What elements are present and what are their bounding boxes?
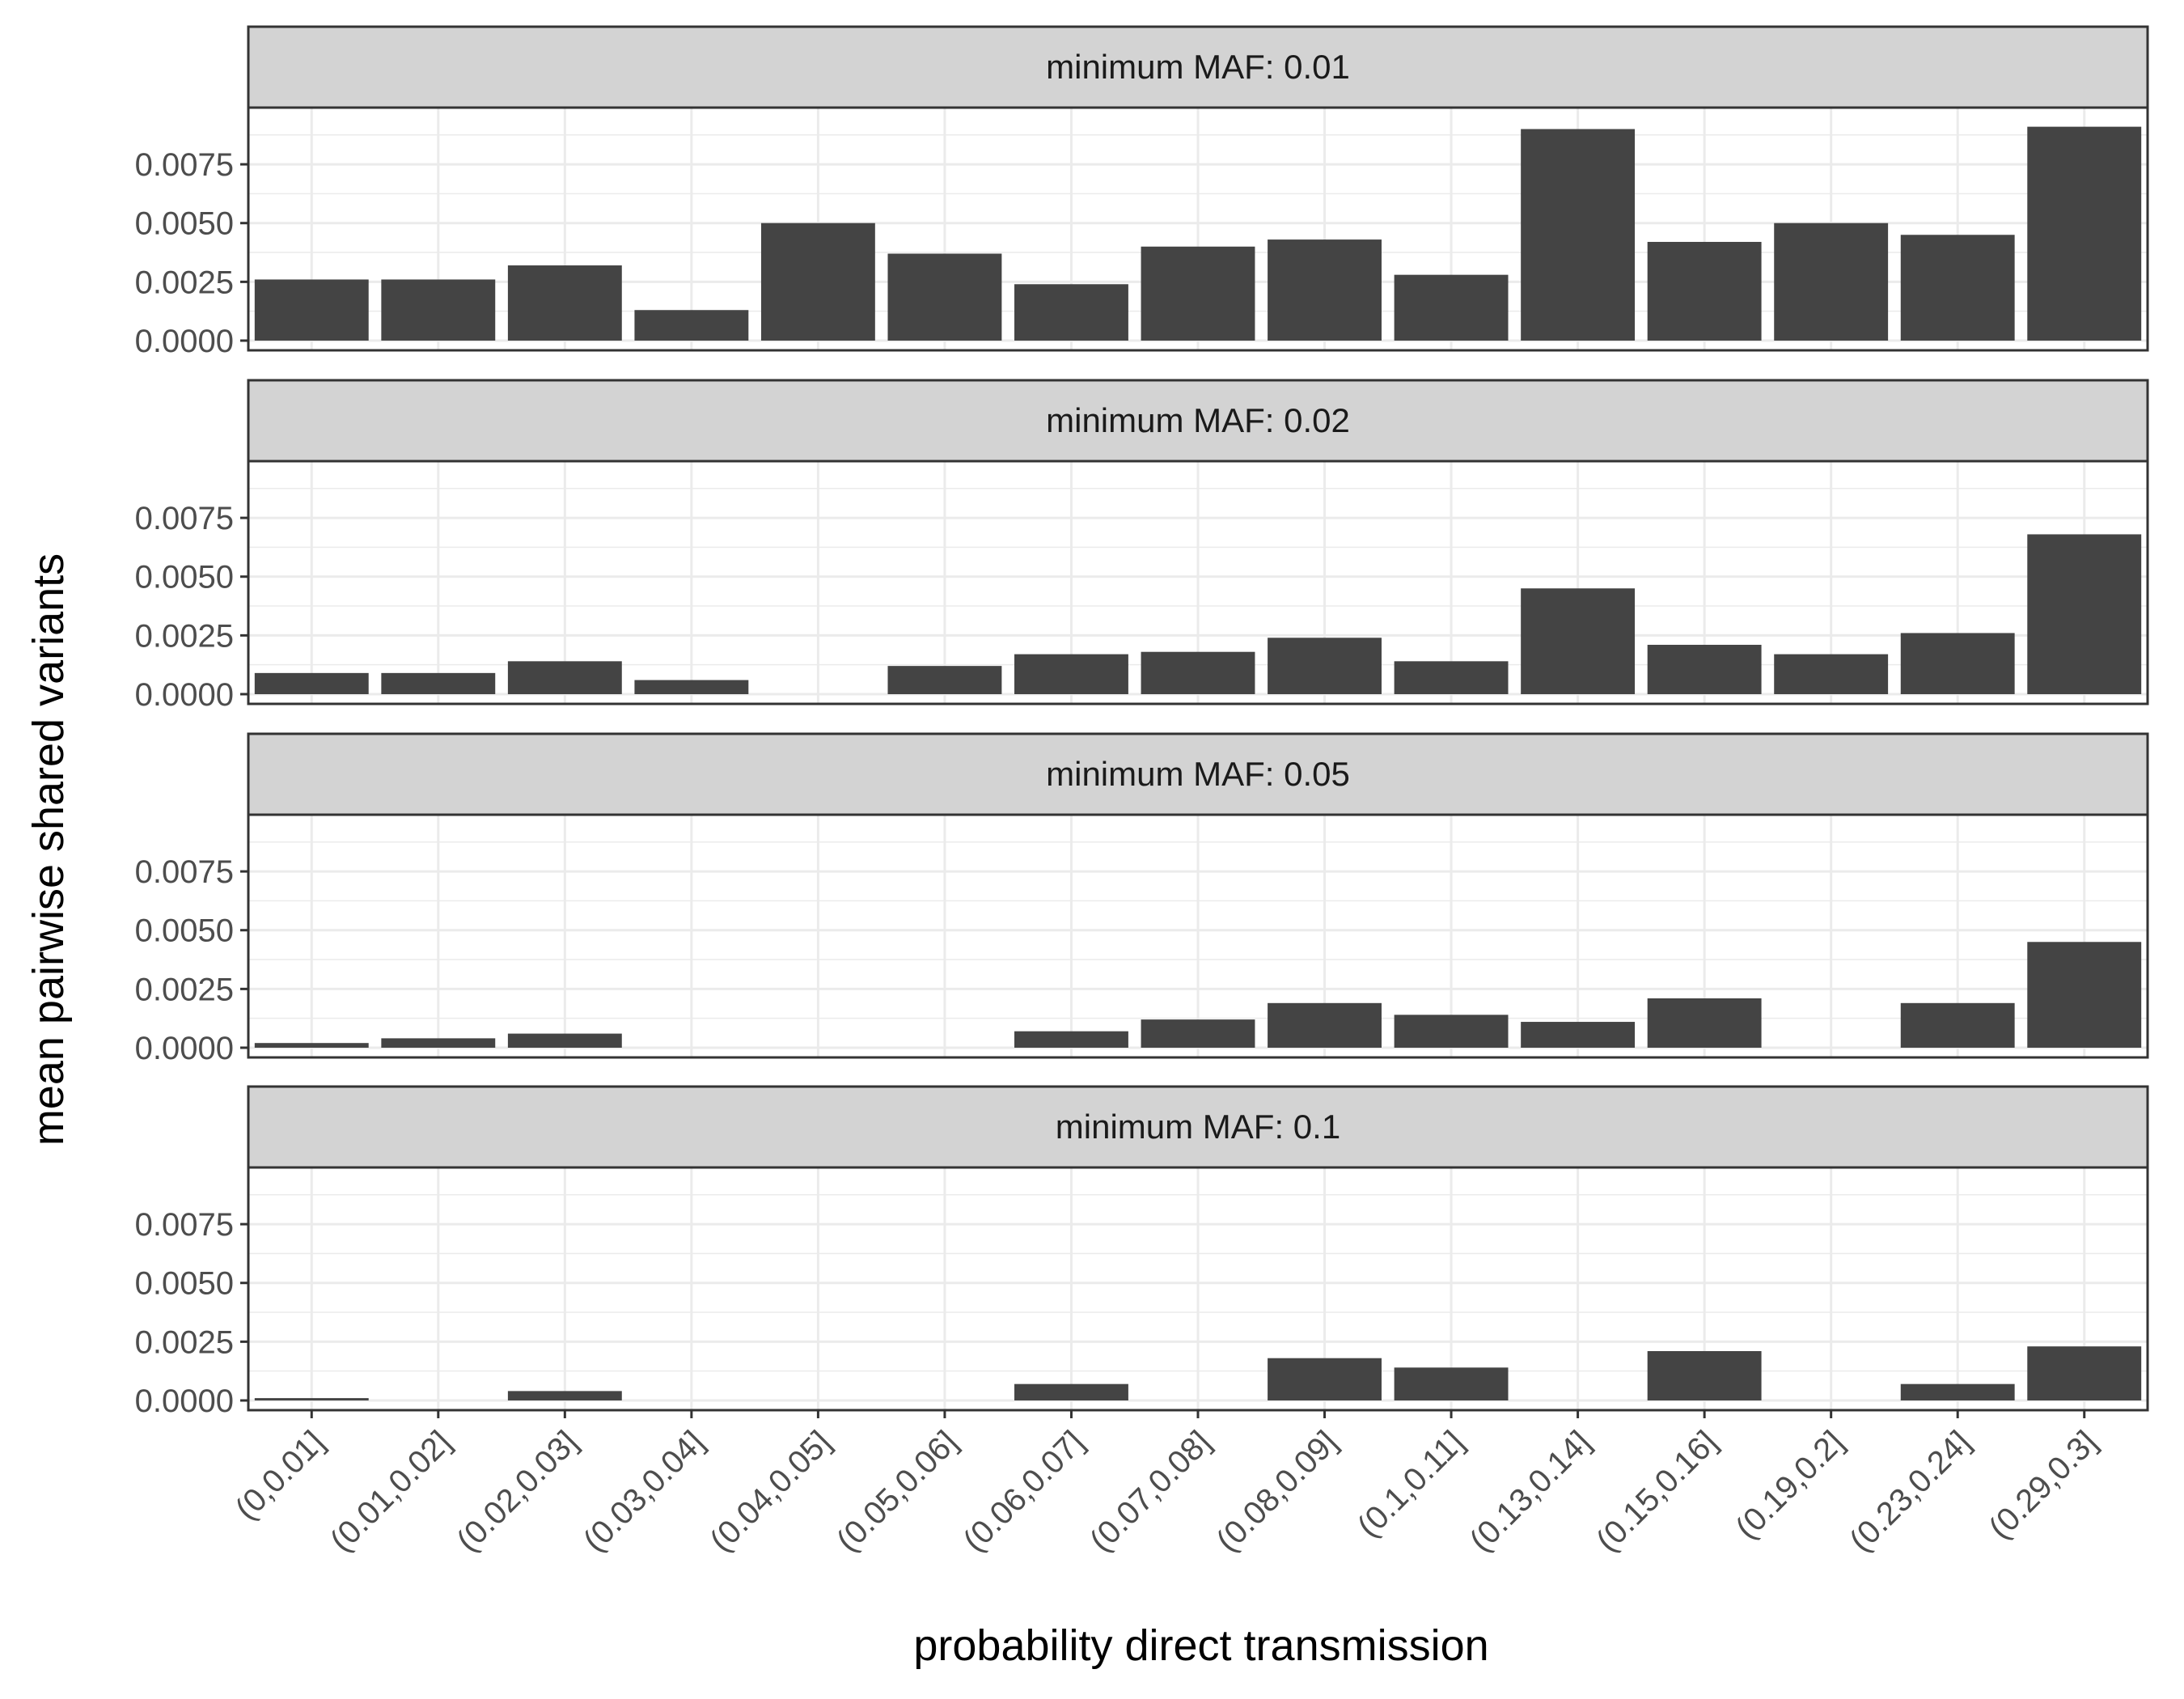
y-tick-label: 0.0050 xyxy=(135,560,234,595)
bar xyxy=(254,672,369,694)
bar xyxy=(1014,1031,1128,1048)
bar xyxy=(507,265,622,341)
bar xyxy=(1521,129,1636,341)
bar xyxy=(254,1398,369,1400)
bar xyxy=(1900,1383,2015,1400)
facet-panel: minimum MAF: 0.1 0.0000 0.0025 0.0050 0.0075 xyxy=(135,1085,2149,1419)
panel-border xyxy=(247,813,2149,1059)
facet-panel: minimum MAF: 0.01 0.0000 0.0025 0.0050 0.007… xyxy=(135,25,2149,359)
y-tick-label: 0.0050 xyxy=(135,1266,234,1302)
y-tick-label: 0.0050 xyxy=(135,206,234,242)
facet-strip xyxy=(247,732,2149,816)
bar xyxy=(1774,654,1889,694)
y-tick-label: 0.0075 xyxy=(135,854,234,890)
facet-panels: minimum MAF: 0.01 0.0000 0.0025 0.0050 0.007… xyxy=(135,25,2149,1419)
bar xyxy=(1014,654,1128,694)
panel-border xyxy=(247,460,2149,705)
bar xyxy=(1014,284,1128,341)
bar xyxy=(1647,644,1762,694)
facet-strip-label: minimum MAF: 0.1 xyxy=(1056,1108,1340,1146)
bar xyxy=(1647,998,1762,1048)
y-tick-label: 0.0050 xyxy=(135,913,234,949)
bar xyxy=(507,1391,622,1400)
bar xyxy=(760,222,875,341)
bar xyxy=(1268,239,1382,341)
facet-strip xyxy=(247,25,2149,109)
bar xyxy=(507,1033,622,1048)
bar xyxy=(1141,1019,1255,1048)
y-tick-label: 0.0000 xyxy=(135,1383,234,1419)
bar xyxy=(2027,126,2142,341)
y-axis-title: mean pairwise shared variants xyxy=(24,553,73,1146)
y-tick-label: 0.0075 xyxy=(135,1207,234,1243)
bar xyxy=(381,279,496,341)
y-tick-label: 0.0000 xyxy=(135,1031,234,1066)
x-axis-title: probability direct transmission xyxy=(913,1621,1488,1670)
y-tick-label: 0.0025 xyxy=(135,265,234,300)
bar xyxy=(381,672,496,694)
bar xyxy=(887,666,1002,694)
bar xyxy=(2027,942,2142,1048)
facet-strip-label: minimum MAF: 0.05 xyxy=(1046,755,1350,793)
bar xyxy=(1394,661,1509,694)
y-tick-label: 0.0025 xyxy=(135,1324,234,1360)
bar xyxy=(254,1043,369,1048)
panel-border xyxy=(247,106,2149,352)
bar xyxy=(1268,638,1382,694)
y-tick-label: 0.0075 xyxy=(135,501,234,536)
facet-panel: minimum MAF: 0.05 0.0000 0.0025 0.0050 0.007… xyxy=(135,732,2149,1066)
y-tick-label: 0.0025 xyxy=(135,618,234,654)
facet-strip-label: minimum MAF: 0.02 xyxy=(1046,401,1350,439)
bar xyxy=(1394,1367,1509,1400)
bar xyxy=(1394,274,1509,341)
y-tick-label: 0.0000 xyxy=(135,324,234,359)
bar xyxy=(1900,633,2015,694)
bar xyxy=(634,310,749,341)
y-tick-label: 0.0000 xyxy=(135,677,234,713)
bar xyxy=(1647,241,1762,341)
bar xyxy=(1647,1350,1762,1400)
bar xyxy=(2027,534,2142,694)
y-tick-label: 0.0025 xyxy=(135,972,234,1007)
bar xyxy=(1521,1022,1636,1048)
bar xyxy=(254,279,369,341)
bar xyxy=(1900,1002,2015,1048)
bar xyxy=(887,253,1002,341)
bar xyxy=(2027,1346,2142,1400)
bar xyxy=(1900,235,2015,341)
facet-strip-label: minimum MAF: 0.01 xyxy=(1046,48,1350,86)
bar xyxy=(1141,651,1255,694)
bar xyxy=(381,1038,496,1048)
bar xyxy=(507,661,622,694)
bar xyxy=(1521,588,1636,694)
bar xyxy=(1141,246,1255,341)
bar xyxy=(1394,1015,1509,1048)
bar xyxy=(1014,1383,1128,1400)
bar xyxy=(634,680,749,694)
y-tick-label: 0.0075 xyxy=(135,147,234,183)
bar xyxy=(1268,1358,1382,1400)
bar xyxy=(1774,222,1889,341)
bar xyxy=(1268,1002,1382,1048)
facet-panel: minimum MAF: 0.02 0.0000 0.0025 0.0050 0.007… xyxy=(135,379,2149,713)
